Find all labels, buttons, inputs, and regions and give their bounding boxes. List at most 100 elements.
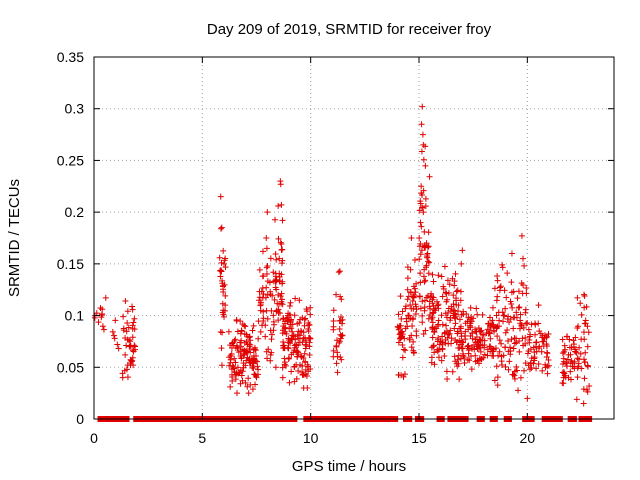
data-point bbox=[417, 240, 424, 247]
data-point bbox=[237, 352, 244, 359]
axis-ticks bbox=[93, 56, 614, 420]
data-point bbox=[517, 311, 524, 318]
data-point bbox=[430, 343, 437, 350]
data-point bbox=[279, 374, 286, 381]
data-point bbox=[336, 268, 343, 275]
data-point bbox=[281, 359, 288, 366]
data-point bbox=[122, 297, 129, 304]
data-point bbox=[295, 328, 302, 335]
data-point bbox=[495, 352, 502, 359]
data-point bbox=[412, 310, 419, 317]
data-point bbox=[277, 239, 284, 246]
data-point bbox=[429, 271, 436, 278]
data-point bbox=[222, 255, 229, 262]
data-point bbox=[447, 327, 454, 334]
data-point bbox=[451, 310, 458, 317]
data-point bbox=[278, 271, 285, 278]
data-point bbox=[407, 301, 414, 308]
data-point bbox=[449, 368, 456, 375]
data-point bbox=[572, 334, 579, 341]
data-point bbox=[279, 330, 286, 337]
data-point bbox=[218, 362, 225, 369]
data-point bbox=[232, 336, 239, 343]
data-point bbox=[576, 344, 583, 351]
data-point bbox=[418, 121, 425, 128]
data-point bbox=[264, 355, 271, 362]
data-point bbox=[263, 348, 270, 355]
data-point bbox=[275, 291, 282, 298]
data-point bbox=[535, 302, 542, 309]
data-point bbox=[439, 339, 446, 346]
y-tick-label: 0 bbox=[76, 411, 84, 427]
data-point bbox=[288, 325, 295, 332]
data-point bbox=[279, 296, 286, 303]
data-point bbox=[256, 266, 263, 273]
data-point bbox=[513, 363, 520, 370]
data-point bbox=[510, 345, 517, 352]
data-point bbox=[115, 345, 122, 352]
data-point bbox=[472, 326, 479, 333]
data-point bbox=[395, 371, 402, 378]
data-point bbox=[260, 272, 267, 279]
data-point bbox=[227, 383, 234, 390]
data-point bbox=[568, 376, 575, 383]
data-point bbox=[525, 326, 532, 333]
data-point bbox=[532, 331, 539, 338]
data-point bbox=[259, 248, 266, 255]
data-point bbox=[446, 281, 453, 288]
data-point bbox=[494, 293, 501, 300]
data-point bbox=[303, 337, 310, 344]
data-point bbox=[507, 298, 514, 305]
data-point bbox=[575, 360, 582, 367]
data-point bbox=[338, 356, 345, 363]
data-point bbox=[130, 319, 137, 326]
data-point bbox=[304, 384, 311, 391]
data-point bbox=[282, 362, 289, 369]
data-point bbox=[559, 336, 566, 343]
data-point bbox=[264, 315, 271, 322]
data-point bbox=[306, 334, 313, 341]
plot-frame bbox=[93, 56, 615, 420]
data-point bbox=[330, 307, 337, 314]
data-point bbox=[429, 324, 436, 331]
data-point bbox=[222, 264, 229, 271]
x-tick-label: 10 bbox=[303, 430, 319, 446]
data-point bbox=[526, 339, 533, 346]
data-point bbox=[445, 331, 452, 338]
data-point bbox=[111, 335, 118, 342]
data-point bbox=[408, 235, 415, 241]
data-point bbox=[305, 326, 312, 333]
data-point bbox=[421, 307, 428, 314]
data-point bbox=[474, 357, 481, 364]
data-point bbox=[494, 333, 501, 340]
data-point bbox=[577, 300, 584, 307]
data-point bbox=[461, 354, 468, 361]
data-point bbox=[395, 311, 402, 318]
data-point bbox=[494, 323, 501, 330]
data-point bbox=[568, 344, 575, 351]
data-point bbox=[447, 317, 454, 324]
data-point bbox=[573, 349, 580, 356]
data-point bbox=[410, 294, 417, 301]
data-point bbox=[511, 340, 518, 347]
data-point bbox=[296, 297, 303, 304]
data-point bbox=[299, 369, 306, 376]
data-point bbox=[433, 325, 440, 332]
data-point bbox=[428, 354, 435, 361]
data-point bbox=[425, 258, 432, 265]
data-point bbox=[250, 356, 257, 363]
data-point bbox=[434, 348, 441, 355]
data-point bbox=[124, 308, 131, 315]
data-point bbox=[444, 277, 451, 284]
data-point bbox=[450, 301, 457, 308]
data-point bbox=[402, 347, 409, 354]
data-point bbox=[249, 359, 256, 366]
data-point bbox=[247, 337, 254, 344]
data-point bbox=[561, 370, 568, 377]
data-point bbox=[567, 360, 574, 367]
data-point bbox=[220, 311, 227, 318]
data-point bbox=[435, 335, 442, 342]
data-point bbox=[399, 342, 406, 349]
data-point bbox=[462, 336, 469, 343]
data-point bbox=[578, 365, 585, 372]
